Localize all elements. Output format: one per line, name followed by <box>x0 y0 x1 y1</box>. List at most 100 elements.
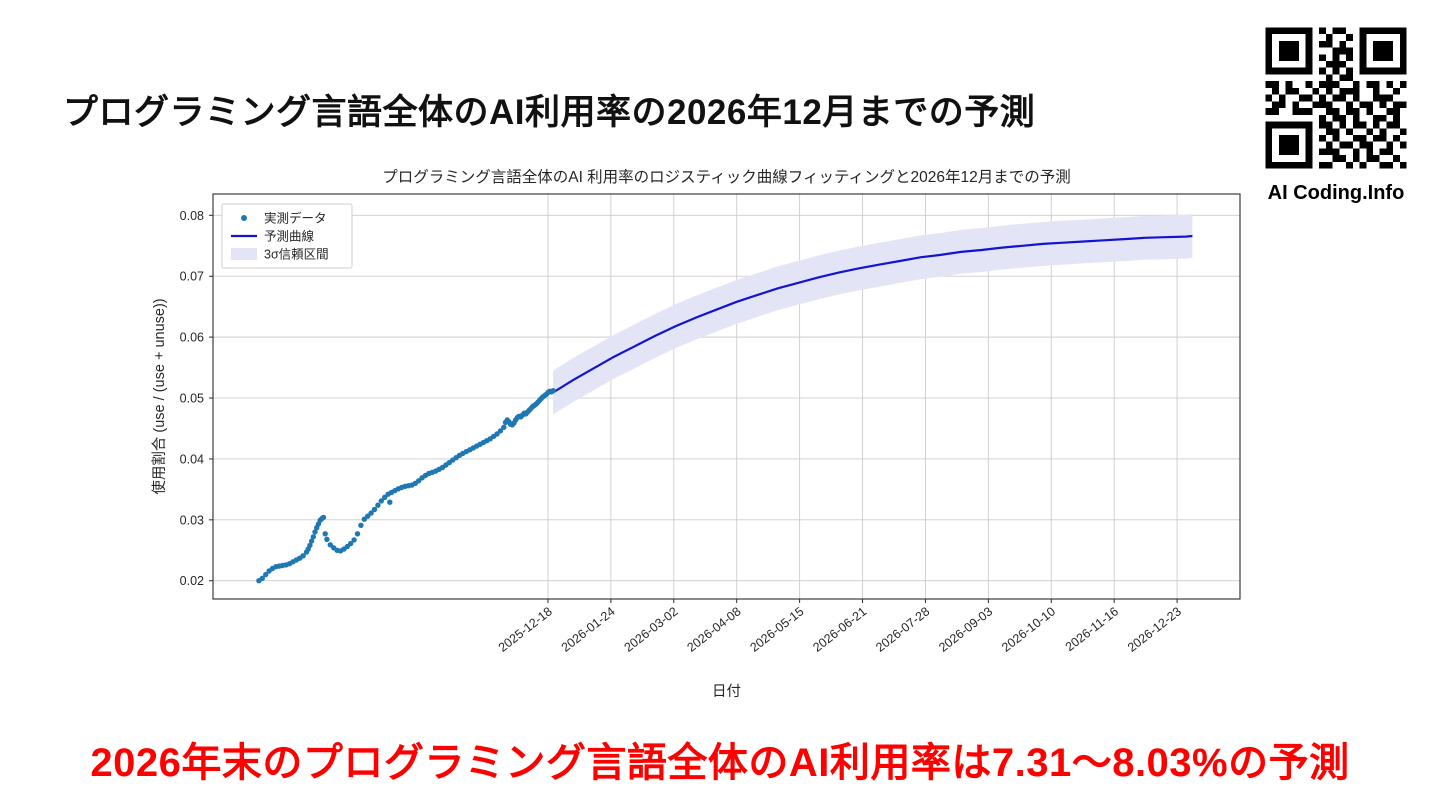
qr-module <box>1359 161 1367 169</box>
qr-module <box>1265 27 1273 35</box>
y-tick-label: 0.04 <box>180 452 204 466</box>
qr-module <box>1285 54 1293 61</box>
y-tick-label: 0.05 <box>180 392 204 406</box>
qr-module <box>1305 141 1313 149</box>
qr-module <box>1373 81 1380 88</box>
qr-module <box>1299 161 1306 169</box>
qr-module <box>1339 155 1347 162</box>
qr-module <box>1346 108 1353 115</box>
qr-module <box>1359 27 1367 35</box>
qr-module <box>1265 40 1273 48</box>
qr-module <box>1299 121 1306 129</box>
qr-module <box>1325 61 1333 68</box>
qr-module <box>1386 47 1394 55</box>
observed-dot <box>497 428 504 434</box>
qr-module <box>1325 108 1333 115</box>
observed-points <box>256 388 556 584</box>
legend-label-band: 3σ信頼区間 <box>264 248 329 262</box>
x-tick-label: 2026-09-03 <box>936 604 995 654</box>
qr-module <box>1319 94 1326 102</box>
observed-dot <box>263 571 269 578</box>
observed-dot <box>378 498 384 504</box>
chart-title: プログラミング言語全体のAI 利用率のロジスティック曲線フィッティングと2026… <box>382 168 1071 186</box>
qr-module <box>1305 54 1313 61</box>
qr-module <box>1305 34 1313 41</box>
qr-module <box>1312 87 1320 95</box>
qr-module <box>1352 121 1360 129</box>
qr-module <box>1373 114 1380 122</box>
qr-module <box>1265 61 1273 68</box>
qr-module <box>1319 81 1326 88</box>
observed-dot <box>375 502 381 508</box>
qr-module <box>1325 74 1333 82</box>
qr-module <box>1352 155 1360 162</box>
qr-module <box>1366 27 1373 35</box>
qr-module <box>1373 121 1380 129</box>
qr-module <box>1346 141 1353 149</box>
qr-module <box>1346 74 1353 82</box>
qr-module <box>1278 27 1286 35</box>
qr-module <box>1305 61 1313 68</box>
qr-module <box>1272 27 1279 35</box>
qr-module <box>1332 94 1340 102</box>
qr-module <box>1272 67 1279 75</box>
legend-marker-observed <box>241 215 247 221</box>
qr-module <box>1325 87 1333 95</box>
legend-patch-band <box>231 248 257 260</box>
qr-module <box>1265 34 1273 41</box>
qr-module <box>1399 47 1407 55</box>
qr-module <box>1352 135 1360 142</box>
observed-dot <box>307 542 313 549</box>
qr-module <box>1265 135 1273 142</box>
qr-module <box>1393 155 1400 162</box>
qr-module <box>1393 27 1400 35</box>
qr-module <box>1305 47 1313 55</box>
qr-module <box>1339 87 1347 95</box>
qr-module <box>1359 121 1367 129</box>
qr-module <box>1379 27 1387 35</box>
qr-module <box>1366 81 1373 88</box>
qr-module <box>1325 161 1333 169</box>
qr-module <box>1299 108 1306 115</box>
x-tick-label: 2026-01-24 <box>559 604 618 654</box>
qr-module <box>1265 141 1273 149</box>
x-tick-label: 2026-04-08 <box>685 604 744 654</box>
qr-module <box>1366 128 1373 135</box>
qr-module <box>1292 47 1299 55</box>
qr-module <box>1278 121 1286 129</box>
qr-module <box>1278 40 1286 48</box>
qr-module <box>1265 47 1273 55</box>
x-axis-label: 日付 <box>712 683 741 700</box>
chart-container: 0.02 0.03 0.04 0.05 0.06 0.07 0.08 2025-12-18 20… <box>150 158 1250 718</box>
qr-module <box>1299 94 1306 102</box>
qr-module <box>1292 40 1299 48</box>
observed-dot <box>322 531 328 537</box>
qr-module <box>1339 141 1347 149</box>
qr-module <box>1278 101 1286 109</box>
qr-module <box>1292 67 1299 75</box>
qr-module <box>1366 108 1373 115</box>
x-tick-label: 2026-07-28 <box>873 604 932 654</box>
qr-module <box>1292 27 1299 35</box>
qr-module <box>1305 108 1313 115</box>
qr-module <box>1285 141 1293 149</box>
qr-module <box>1305 128 1313 135</box>
qr-module <box>1359 34 1367 41</box>
qr-module <box>1352 94 1360 102</box>
qr-module <box>1305 155 1313 162</box>
qr-module <box>1265 121 1273 129</box>
qr-module <box>1379 128 1387 135</box>
qr-module <box>1399 81 1407 88</box>
qr-module <box>1325 148 1333 156</box>
qr-module <box>1373 47 1380 55</box>
qr-module <box>1319 121 1326 129</box>
x-tick-label: 2025-12-18 <box>496 604 555 654</box>
qr-module <box>1319 101 1326 109</box>
qr-module <box>1278 161 1286 169</box>
observed-dot <box>312 529 318 535</box>
x-tick-label: 2026-12-23 <box>1125 604 1184 654</box>
x-axis: 2025-12-18 2026-01-24 2026-03-02 2026-04-08… <box>496 599 1184 655</box>
qr-module <box>1339 74 1347 82</box>
qr-module <box>1399 54 1407 61</box>
confidence-band <box>553 214 1193 415</box>
